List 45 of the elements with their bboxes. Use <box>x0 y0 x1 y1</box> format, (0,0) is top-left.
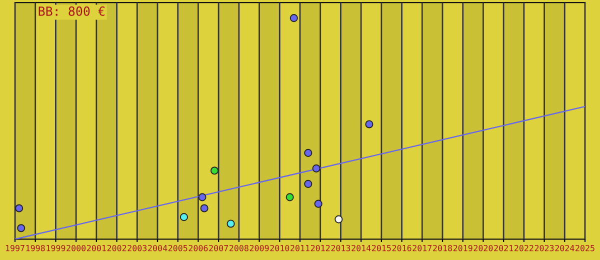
x-tick-label: 2017 <box>412 244 432 252</box>
x-tick-label: 2020 <box>474 244 493 252</box>
x-tick-label: 2024 <box>555 244 574 252</box>
x-tick-label: 2008 <box>230 244 248 252</box>
x-tick-label: 2014 <box>352 244 371 252</box>
point <box>210 166 219 175</box>
point <box>286 193 294 202</box>
x-tick-label: 2009 <box>250 244 269 252</box>
x-tick-label: 1998 <box>26 244 45 252</box>
text: BB: 800 € <box>38 6 104 16</box>
point <box>312 164 320 172</box>
x-tick-label: 2011 <box>290 244 310 252</box>
x-tick-label: 2013 <box>331 244 350 252</box>
x-tick-label: 2000 <box>66 244 86 252</box>
x-tick-label: 2018 <box>433 244 452 252</box>
x-tick-label: 2010 <box>270 244 290 252</box>
x-tick-label: 2002 <box>107 244 126 252</box>
x-tick-label: 1999 <box>46 244 66 252</box>
point <box>15 204 24 212</box>
point <box>334 215 343 224</box>
x-tick-label: 2025 <box>576 244 594 252</box>
x-tick-label: 2022 <box>514 244 534 252</box>
x-tick-label: 2005 <box>168 244 188 252</box>
point <box>198 193 206 202</box>
x-tick-label: 2001 <box>87 244 106 252</box>
x-tick-label: 2016 <box>392 244 412 252</box>
point <box>180 213 188 222</box>
x-tick-label: 2019 <box>453 244 472 252</box>
point <box>17 224 26 232</box>
x-tick-label: 1997 <box>6 244 24 252</box>
x-tick-label: 2021 <box>494 244 514 252</box>
x-tick-label: 2006 <box>188 244 208 252</box>
x-tick-label: 2012 <box>310 244 330 252</box>
point <box>365 120 374 128</box>
point <box>200 204 208 212</box>
x-tick-label: 2007 <box>209 244 228 252</box>
point <box>314 200 322 208</box>
point <box>304 180 312 188</box>
point <box>226 220 235 228</box>
point <box>290 14 298 22</box>
x-tick-label: 2004 <box>148 244 168 252</box>
x-tick-label: 2015 <box>372 244 391 252</box>
x-tick-label: 2023 <box>534 244 554 252</box>
x-tick-label: 2003 <box>128 244 147 252</box>
point <box>304 148 312 157</box>
